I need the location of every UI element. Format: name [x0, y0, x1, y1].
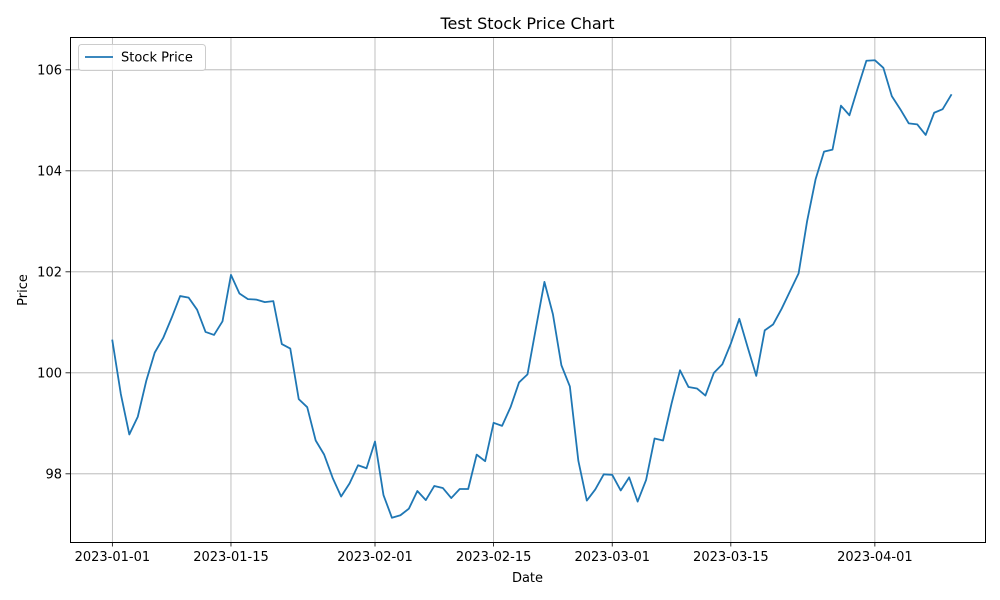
x-tick-label: 2023-04-01 — [837, 550, 913, 565]
x-tick-label: 2023-02-01 — [337, 550, 413, 565]
y-tick-label: 98 — [45, 467, 62, 482]
x-tick-label: 2023-02-15 — [456, 550, 532, 565]
axis-ticks: 2023-01-01 2023-01-15 2023-02-01 2023-02-15… — [37, 63, 912, 565]
x-axis-label: Date — [512, 571, 543, 586]
y-tick-label: 102 — [37, 265, 62, 280]
x-tick-label: 2023-03-01 — [574, 550, 650, 565]
legend: Stock Price — [78, 44, 206, 71]
x-tick-label: 2023-01-15 — [193, 550, 269, 565]
y-tick-label: 104 — [37, 164, 62, 179]
legend-label-stock-price: Stock Price — [121, 51, 193, 66]
chart-title: Test Stock Price Chart — [439, 14, 614, 33]
series-line-stock-price — [111, 59, 953, 519]
y-tick-label: 100 — [37, 366, 62, 381]
x-tick-label: 2023-03-15 — [693, 550, 769, 565]
y-axis-label: Price — [16, 274, 31, 306]
x-tick-label: 2023-01-01 — [75, 550, 151, 565]
plot-frame — [70, 37, 986, 543]
legend-box — [78, 44, 206, 71]
y-tick-label: 106 — [37, 63, 62, 78]
